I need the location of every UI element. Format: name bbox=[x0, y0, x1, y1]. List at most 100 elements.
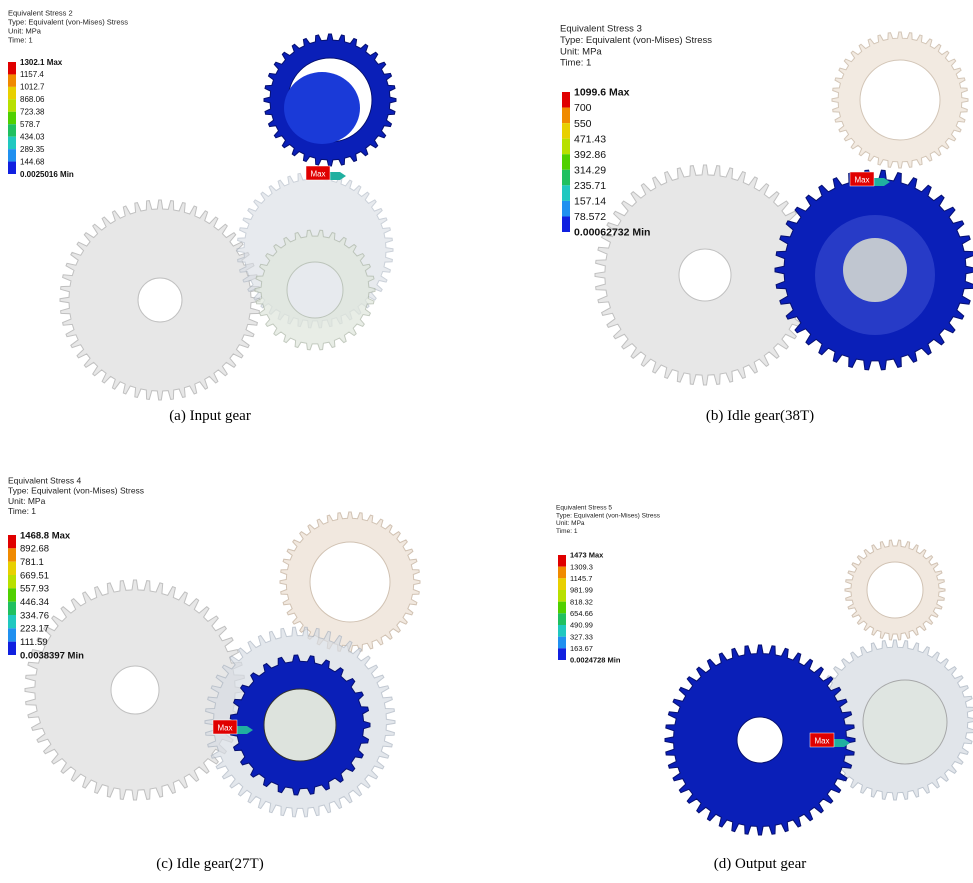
result-header: Unit: MPa bbox=[560, 46, 602, 57]
caption: (c) Idle gear(27T) bbox=[156, 856, 263, 872]
legend-band bbox=[8, 548, 16, 561]
legend-band bbox=[8, 87, 16, 99]
max-pointer bbox=[330, 172, 346, 180]
legend-band bbox=[562, 201, 570, 217]
caption: (d) Output gear bbox=[714, 856, 806, 872]
legend-label: 981.99 bbox=[570, 586, 593, 595]
legend-band bbox=[8, 562, 16, 575]
gear bbox=[25, 580, 245, 800]
legend-band bbox=[562, 139, 570, 155]
legend-band bbox=[8, 124, 16, 136]
result-header: Type: Equivalent (von-Mises) Stress bbox=[8, 18, 128, 27]
legend-label: 723.38 bbox=[20, 108, 45, 117]
result-header: Unit: MPa bbox=[556, 520, 585, 527]
legend-band bbox=[562, 170, 570, 186]
legend-band bbox=[558, 567, 566, 579]
result-header: Time: 1 bbox=[8, 36, 33, 45]
result-header: Time: 1 bbox=[8, 506, 36, 516]
result-header: Unit: MPa bbox=[8, 27, 42, 36]
result-header: Time: 1 bbox=[560, 58, 591, 69]
gear-bore bbox=[843, 238, 907, 302]
legend-band bbox=[8, 588, 16, 601]
legend-label: 235.71 bbox=[574, 180, 606, 192]
legend-label: 818.32 bbox=[570, 597, 593, 606]
result-header: Type: Equivalent (von-Mises) Stress bbox=[560, 35, 712, 46]
legend-band bbox=[8, 162, 16, 174]
legend-band bbox=[8, 99, 16, 111]
result-header: Time: 1 bbox=[556, 528, 578, 535]
max-tag: Max bbox=[217, 724, 232, 733]
legend-label: 471.43 bbox=[574, 133, 606, 145]
legend-band bbox=[558, 637, 566, 649]
legend-band bbox=[562, 108, 570, 124]
legend-label: 289.35 bbox=[20, 145, 45, 154]
legend-label: 700 bbox=[574, 102, 592, 114]
legend-band bbox=[558, 648, 566, 660]
legend-label: 1473 Max bbox=[570, 551, 604, 560]
caption: (a) Input gear bbox=[169, 408, 251, 424]
gear bbox=[845, 540, 945, 640]
legend-label: 654.66 bbox=[570, 609, 593, 618]
caption: (b) Idle gear(38T) bbox=[706, 408, 814, 424]
legend-band bbox=[558, 613, 566, 625]
legend-band bbox=[8, 149, 16, 161]
figure: MaxEquivalent Stress 2Type: Equivalent (… bbox=[0, 0, 973, 883]
result-header: Type: Equivalent (von-Mises) Stress bbox=[556, 512, 661, 519]
legend-label: 327.33 bbox=[570, 632, 593, 641]
legend-label: 0.0038397 Min bbox=[20, 650, 84, 661]
gear bbox=[595, 165, 815, 385]
legend-label: 1302.1 Max bbox=[20, 58, 63, 67]
legend-label: 1468.8 Max bbox=[20, 530, 71, 541]
legend-band bbox=[8, 628, 16, 641]
legend-label: 334.76 bbox=[20, 610, 49, 621]
result-header: Equivalent Stress 2 bbox=[8, 9, 73, 18]
legend-label: 490.99 bbox=[570, 621, 593, 630]
legend-label: 163.67 bbox=[570, 644, 593, 653]
legend-band bbox=[8, 74, 16, 86]
legend-band bbox=[558, 625, 566, 637]
legend-label: 434.03 bbox=[20, 132, 45, 141]
result-header: Type: Equivalent (von-Mises) Stress bbox=[8, 486, 144, 496]
gear-bore bbox=[264, 689, 336, 761]
legend-label: 892.68 bbox=[20, 544, 49, 555]
legend-band bbox=[562, 123, 570, 139]
legend-label: 314.29 bbox=[574, 164, 606, 176]
legend-label: 144.68 bbox=[20, 157, 45, 166]
legend-band bbox=[8, 137, 16, 149]
gear bbox=[280, 512, 420, 652]
legend-band bbox=[562, 154, 570, 170]
legend-label: 1099.6 Max bbox=[574, 87, 630, 99]
page: {"panels": [ {"header": ["Equivalent Str… bbox=[0, 0, 973, 883]
legend-label: 578.7 bbox=[20, 120, 41, 129]
legend-label: 550 bbox=[574, 118, 592, 130]
legend-band bbox=[558, 602, 566, 614]
legend-label: 446.34 bbox=[20, 597, 49, 608]
legend-label: 78.572 bbox=[574, 211, 606, 223]
max-tag: Max bbox=[814, 737, 829, 746]
legend-label: 392.86 bbox=[574, 149, 606, 161]
gear bbox=[60, 200, 260, 400]
legend-label: 223.17 bbox=[20, 624, 49, 635]
legend-label: 111.59 bbox=[20, 637, 48, 648]
legend-label: 669.51 bbox=[20, 570, 49, 581]
legend-label: 781.1 bbox=[20, 557, 44, 568]
result-header: Unit: MPa bbox=[8, 496, 46, 506]
legend-band bbox=[8, 112, 16, 124]
gear-bore bbox=[284, 72, 360, 144]
legend-label: 1012.7 bbox=[20, 83, 45, 92]
legend-label: 1157.4 bbox=[20, 70, 44, 79]
gear-hub bbox=[863, 680, 947, 764]
legend-label: 868.06 bbox=[20, 95, 45, 104]
legend-band bbox=[8, 642, 16, 655]
legend-band bbox=[8, 602, 16, 615]
legend-label: 1145.7 bbox=[570, 574, 592, 583]
legend-label: 1309.3 bbox=[570, 562, 593, 571]
legend-label: 157.14 bbox=[574, 196, 606, 208]
legend-label: 557.93 bbox=[20, 584, 49, 595]
legend-label: 0.0024728 Min bbox=[570, 656, 621, 665]
max-tag: Max bbox=[310, 170, 325, 179]
result-header: Equivalent Stress 5 bbox=[556, 505, 612, 512]
legend-band bbox=[562, 185, 570, 201]
gear bbox=[832, 32, 968, 168]
legend-band bbox=[8, 535, 16, 548]
